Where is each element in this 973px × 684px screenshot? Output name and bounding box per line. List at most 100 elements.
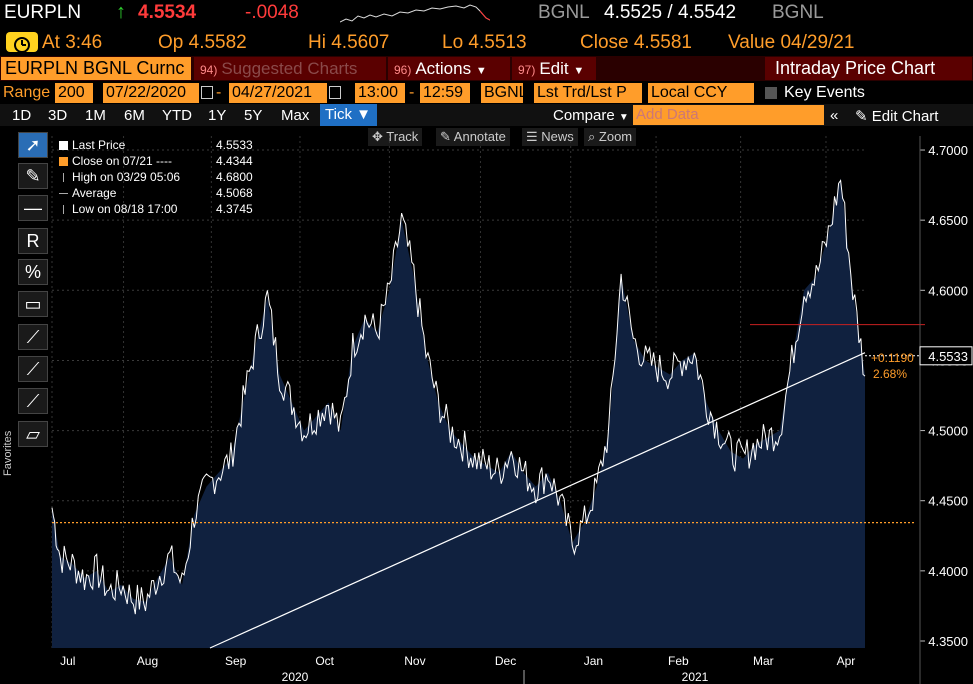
news-button[interactable]: ☰ News	[522, 128, 578, 146]
period-bar: 1D 3D 1M 6M YTD 1Y 5Y Max Tick ▼ Compare…	[0, 104, 973, 126]
price-line	[51, 179, 866, 615]
annotate-button[interactable]: ✎ Annotate	[436, 128, 510, 146]
trend-line	[209, 352, 866, 649]
legend-high: High on 03/29 05:06 4.6800	[56, 169, 256, 185]
legend-average: Average 4.5068	[56, 185, 256, 201]
source-input[interactable]: BGNL	[481, 83, 528, 103]
legend-low: Low on 08/18 17:00 4.3745	[56, 201, 256, 217]
change-pct-label: 2.68%	[873, 367, 907, 381]
horizontal-line-icon[interactable]: —	[18, 195, 48, 221]
x-tick-label: Sep	[225, 654, 247, 668]
period-5y[interactable]: 5Y	[244, 107, 263, 124]
drawing-toolbar: ➚ ✎ — R % ▭ ⟋ ⟋ ⟋ ▱ Favorites	[0, 128, 50, 653]
clock-icon	[6, 32, 38, 53]
collapse-icon[interactable]: «	[830, 107, 839, 124]
tick-select[interactable]: Tick ▼	[320, 104, 377, 126]
source-right: BGNL	[772, 2, 824, 23]
chart-name: Intraday Price Chart	[765, 57, 972, 80]
calendar-icon[interactable]	[329, 86, 341, 99]
change-label: +0.1190	[871, 351, 914, 365]
cursor-icon[interactable]: ➚	[18, 132, 48, 158]
quote-line: At 3:46 Op 4.5582 Hi 4.5607 Lo 4.5513 Cl…	[0, 29, 973, 55]
trendline-icon[interactable]: ⟋	[18, 324, 48, 350]
period-ytd[interactable]: YTD	[162, 107, 192, 124]
x-year-label: 2020	[282, 670, 309, 684]
quote-close: Close 4.5581	[580, 32, 692, 53]
channel-icon[interactable]: ⟋	[18, 356, 48, 382]
quote-open: Op 4.5582	[158, 32, 247, 53]
source-left: BGNL	[538, 2, 590, 23]
price-chart[interactable]: 4.35004.40004.45004.50004.55004.60004.65…	[50, 128, 973, 684]
end-time-input[interactable]: 12:59	[420, 83, 470, 103]
chevron-down-icon: ▼	[618, 112, 629, 123]
price-area	[52, 178, 865, 648]
y-tick-label: 4.4000	[928, 564, 968, 579]
edit-menu[interactable]: 97) Edit ▼	[512, 57, 596, 80]
compare-menu[interactable]: Compare ▼	[553, 107, 629, 124]
period-max[interactable]: Max	[281, 107, 310, 124]
add-data-input[interactable]: Add Data	[633, 105, 824, 125]
x-tick-label: Jul	[60, 654, 75, 668]
last-price-label: 4.5533	[928, 349, 968, 364]
x-tick-label: Feb	[668, 654, 689, 668]
quote-time: At 3:46	[42, 32, 103, 53]
x-tick-label: Oct	[315, 654, 334, 668]
y-tick-label: 4.3500	[928, 634, 968, 649]
ruler-icon[interactable]: ▱	[18, 421, 48, 447]
y-tick-label: 4.6000	[928, 283, 968, 298]
period-1m[interactable]: 1M	[85, 107, 106, 124]
y-tick-label: 4.4500	[928, 494, 968, 509]
start-date-input[interactable]: 07/22/2020	[103, 83, 199, 103]
key-events-checkbox[interactable]	[765, 87, 777, 99]
pen-icon[interactable]: ✎	[18, 163, 48, 189]
key-events-label: Key Events	[784, 84, 865, 101]
net-change: -.0048	[245, 2, 299, 23]
calendar-icon[interactable]	[201, 86, 213, 99]
x-tick-label: Aug	[137, 654, 158, 668]
legend-close: Close on 07/21 ---- 4.4344	[56, 153, 256, 169]
favorites-tab[interactable]: Favorites	[2, 430, 14, 476]
field-select[interactable]: Lst Trd/Lst P	[534, 83, 642, 103]
bars-input[interactable]: 200	[55, 83, 93, 103]
start-time-input[interactable]: 13:00	[355, 83, 405, 103]
fib-icon[interactable]: ⟋	[18, 388, 48, 414]
x-tick-label: Nov	[404, 654, 425, 668]
last-price: 4.5534	[138, 2, 197, 23]
range-label: Range	[3, 84, 51, 101]
range-bar: Range 200 07/22/2020 - 04/27/2021 13:00 …	[3, 83, 865, 103]
x-year-label: 2021	[682, 670, 709, 684]
y-tick-label: 4.6500	[928, 213, 968, 228]
actions-menu[interactable]: 96) Actions ▼	[388, 57, 510, 80]
track-button[interactable]: ✥ Track	[368, 128, 423, 146]
x-tick-label: Apr	[837, 654, 856, 668]
x-tick-label: Dec	[495, 654, 516, 668]
up-arrow-icon: ↑	[116, 1, 126, 23]
ticker-symbol[interactable]: EURPLN	[4, 2, 82, 23]
edit-chart-button[interactable]: ✎ Edit Chart	[855, 108, 939, 125]
x-tick-label: Jan	[584, 654, 603, 668]
period-1d[interactable]: 1D	[12, 107, 32, 124]
suggested-charts-menu[interactable]: 94) Suggested Charts	[194, 57, 386, 80]
currency-select[interactable]: Local CCY	[648, 83, 754, 103]
chevron-down-icon: ▼	[573, 65, 585, 77]
sparkline-icon	[340, 4, 490, 23]
period-3d[interactable]: 3D	[48, 107, 68, 124]
chevron-down-icon: ▼	[475, 65, 487, 77]
zoom-button[interactable]: ⌕ Zoom	[584, 128, 637, 146]
last-price-box	[919, 346, 973, 366]
chart-legend: Last Price 4.5533 Close on 07/21 ---- 4.4…	[56, 137, 256, 217]
quote-value: Value 04/29/21	[728, 32, 855, 53]
bid-ask: 4.5525 / 4.5542	[604, 2, 737, 23]
percent-icon[interactable]: %	[18, 259, 48, 285]
quote-low: Lo 4.5513	[442, 32, 527, 53]
title-bar: EURPLN BGNL Curnc 94) Suggested Charts 96…	[0, 56, 973, 81]
period-6m[interactable]: 6M	[124, 107, 145, 124]
text-icon[interactable]: R	[18, 228, 48, 254]
quote-high: Hi 4.5607	[308, 32, 390, 53]
period-1y[interactable]: 1Y	[208, 107, 227, 124]
ticker-header: EURPLN ↑ 4.5534 -.0048 BGNL 4.5525 / 4.5…	[0, 0, 973, 29]
y-tick-label: 4.7000	[928, 143, 968, 158]
security-field[interactable]: EURPLN BGNL Curnc	[1, 57, 191, 80]
end-date-input[interactable]: 04/27/2021	[229, 83, 327, 103]
rectangle-icon[interactable]: ▭	[18, 291, 48, 317]
